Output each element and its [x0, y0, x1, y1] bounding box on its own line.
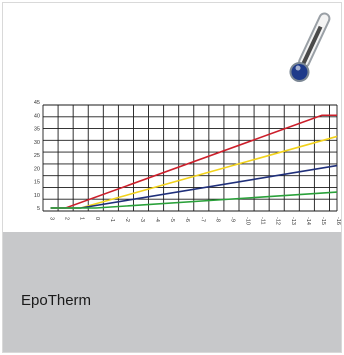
x-tick-label: -16 [335, 217, 341, 225]
y-tick-label: 10 [34, 193, 40, 199]
x-tick-label: -6 [184, 217, 190, 222]
y-tick-labels: 5 10 15 20 25 30 35 40 45 [34, 100, 40, 212]
series-line-4 [50, 191, 338, 209]
x-tick-label: -13 [290, 217, 296, 225]
y-tick-label: 30 [34, 140, 40, 146]
x-tick-label: -2 [124, 217, 130, 222]
x-tick-label: -15 [320, 217, 326, 225]
x-tick-label: -8 [214, 217, 220, 222]
x-tick-labels: 3 2 1 0 -1 -2 -3 -4 -5 -6 -7 -8 -9 -10 -11 -12 -13 -14 -15… [49, 217, 341, 225]
y-tick-label: 20 [34, 166, 40, 172]
x-tick-label: -14 [305, 217, 311, 225]
y-tick-label: 25 [34, 153, 40, 159]
chart-grid [42, 104, 338, 212]
y-tick-label: 35 [34, 127, 40, 133]
x-tick-label: -11 [260, 217, 266, 225]
y-tick-label: 5 [37, 206, 40, 212]
y-tick-label: 45 [34, 100, 40, 106]
x-tick-label: -4 [154, 217, 160, 222]
x-tick-label: -1 [109, 217, 115, 222]
x-tick-label: -10 [245, 217, 251, 225]
thermometer-icon [289, 12, 331, 83]
product-card[interactable]: 5 10 15 20 25 30 35 40 45 3 2 1 0 -1 -2 -3 -4 -5 -6 -7 -8 -9… [2, 2, 342, 353]
x-tick-label: -12 [275, 217, 281, 225]
product-image: 5 10 15 20 25 30 35 40 45 3 2 1 0 -1 -2 -3 -4 -5 -6 -7 -8 -9… [3, 3, 341, 232]
chart-series [50, 114, 338, 209]
x-tick-label: 1 [79, 217, 85, 220]
y-tick-label: 40 [34, 113, 40, 119]
x-tick-label: -9 [229, 217, 235, 222]
x-tick-label: 0 [94, 217, 100, 220]
x-tick-label: 2 [64, 217, 70, 220]
product-title[interactable]: EpoTherm [21, 292, 92, 309]
y-tick-label: 15 [34, 180, 40, 186]
x-tick-label: -7 [199, 217, 205, 222]
caption-panel: EpoTherm [3, 232, 341, 352]
x-tick-label: 3 [49, 217, 55, 220]
x-tick-label: -5 [169, 217, 175, 222]
x-tick-label: -3 [139, 217, 145, 222]
